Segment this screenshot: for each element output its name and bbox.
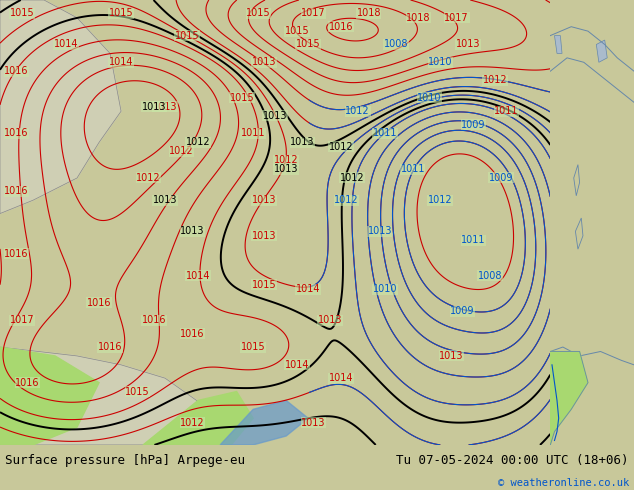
- Text: 1012: 1012: [346, 106, 370, 116]
- Text: © weatheronline.co.uk: © weatheronline.co.uk: [498, 478, 629, 488]
- Text: 1015: 1015: [252, 280, 276, 290]
- Text: 1011: 1011: [494, 106, 519, 116]
- Text: 1010: 1010: [428, 57, 453, 67]
- Text: 1012: 1012: [340, 173, 365, 183]
- Text: 1018: 1018: [406, 13, 430, 23]
- Text: 1015: 1015: [175, 30, 200, 41]
- Polygon shape: [550, 351, 588, 445]
- Text: 1009: 1009: [489, 173, 513, 183]
- Text: 1016: 1016: [329, 22, 353, 32]
- Text: 1017: 1017: [444, 13, 469, 23]
- Text: 1018: 1018: [356, 8, 381, 18]
- Text: 1014: 1014: [186, 271, 210, 281]
- Polygon shape: [220, 400, 308, 445]
- Text: 1015: 1015: [126, 387, 150, 396]
- Text: 1008: 1008: [477, 271, 502, 281]
- Text: 1011: 1011: [461, 235, 486, 245]
- Text: 1016: 1016: [15, 378, 40, 388]
- Text: 1013: 1013: [290, 137, 315, 147]
- Text: 1013: 1013: [368, 226, 392, 236]
- Text: 1013: 1013: [263, 111, 287, 121]
- Text: 1013: 1013: [153, 195, 178, 205]
- Text: Tu 07-05-2024 00:00 UTC (18+06): Tu 07-05-2024 00:00 UTC (18+06): [396, 454, 629, 467]
- Text: 1013: 1013: [455, 40, 480, 49]
- Text: 1008: 1008: [384, 40, 408, 49]
- Text: 1014: 1014: [329, 373, 353, 383]
- Text: 1015: 1015: [247, 8, 271, 18]
- Text: 1012: 1012: [329, 142, 354, 152]
- Text: 1013: 1013: [142, 102, 166, 112]
- Polygon shape: [0, 347, 99, 445]
- Text: 1014: 1014: [54, 40, 78, 49]
- Text: 1017: 1017: [10, 316, 34, 325]
- Text: 1013: 1013: [252, 231, 276, 241]
- Text: 1014: 1014: [285, 360, 309, 370]
- Polygon shape: [0, 0, 121, 214]
- Text: 1009: 1009: [450, 306, 474, 317]
- Text: 1015: 1015: [296, 40, 321, 49]
- Text: 1015: 1015: [10, 8, 34, 18]
- Text: 1015: 1015: [241, 342, 266, 352]
- Text: 1010: 1010: [417, 93, 441, 103]
- Text: 1013: 1013: [301, 417, 326, 428]
- Text: 1016: 1016: [4, 248, 29, 259]
- Text: 1013: 1013: [439, 351, 463, 361]
- Text: 1012: 1012: [136, 173, 161, 183]
- Text: 1013: 1013: [274, 164, 299, 174]
- Text: 1013: 1013: [153, 102, 178, 112]
- Text: 1015: 1015: [230, 93, 254, 103]
- Text: 1012: 1012: [428, 195, 453, 205]
- Text: 1014: 1014: [109, 57, 133, 67]
- Text: 1014: 1014: [296, 284, 320, 294]
- Polygon shape: [143, 392, 253, 445]
- Text: 1012: 1012: [334, 195, 359, 205]
- Text: 1013: 1013: [180, 226, 205, 236]
- Polygon shape: [0, 347, 209, 445]
- Text: 1016: 1016: [87, 297, 112, 308]
- Text: 1013: 1013: [318, 316, 342, 325]
- Text: 1016: 1016: [4, 128, 29, 139]
- Text: Surface pressure [hPa] Arpege-eu: Surface pressure [hPa] Arpege-eu: [5, 454, 245, 467]
- Text: 1011: 1011: [401, 164, 425, 174]
- Text: 1016: 1016: [142, 316, 166, 325]
- Text: 1012: 1012: [169, 147, 194, 156]
- Text: 1012: 1012: [483, 75, 508, 85]
- Text: 1016: 1016: [4, 66, 29, 76]
- Text: 1016: 1016: [4, 186, 29, 196]
- Text: 1016: 1016: [180, 329, 205, 339]
- Polygon shape: [597, 40, 607, 62]
- Text: 1010: 1010: [373, 284, 398, 294]
- Text: 1012: 1012: [186, 137, 210, 147]
- Text: 1015: 1015: [109, 8, 133, 18]
- Text: 1012: 1012: [180, 417, 205, 428]
- Text: 1012: 1012: [274, 155, 299, 165]
- Text: 1009: 1009: [461, 120, 486, 129]
- Text: 1011: 1011: [241, 128, 266, 139]
- Polygon shape: [574, 165, 579, 196]
- Text: 1011: 1011: [373, 128, 398, 139]
- Text: 1013: 1013: [252, 57, 276, 67]
- Text: 1016: 1016: [98, 342, 122, 352]
- Polygon shape: [576, 218, 583, 249]
- Text: 1013: 1013: [252, 195, 276, 205]
- Polygon shape: [555, 36, 562, 53]
- Text: 1017: 1017: [301, 8, 326, 18]
- Text: 1015: 1015: [285, 26, 309, 36]
